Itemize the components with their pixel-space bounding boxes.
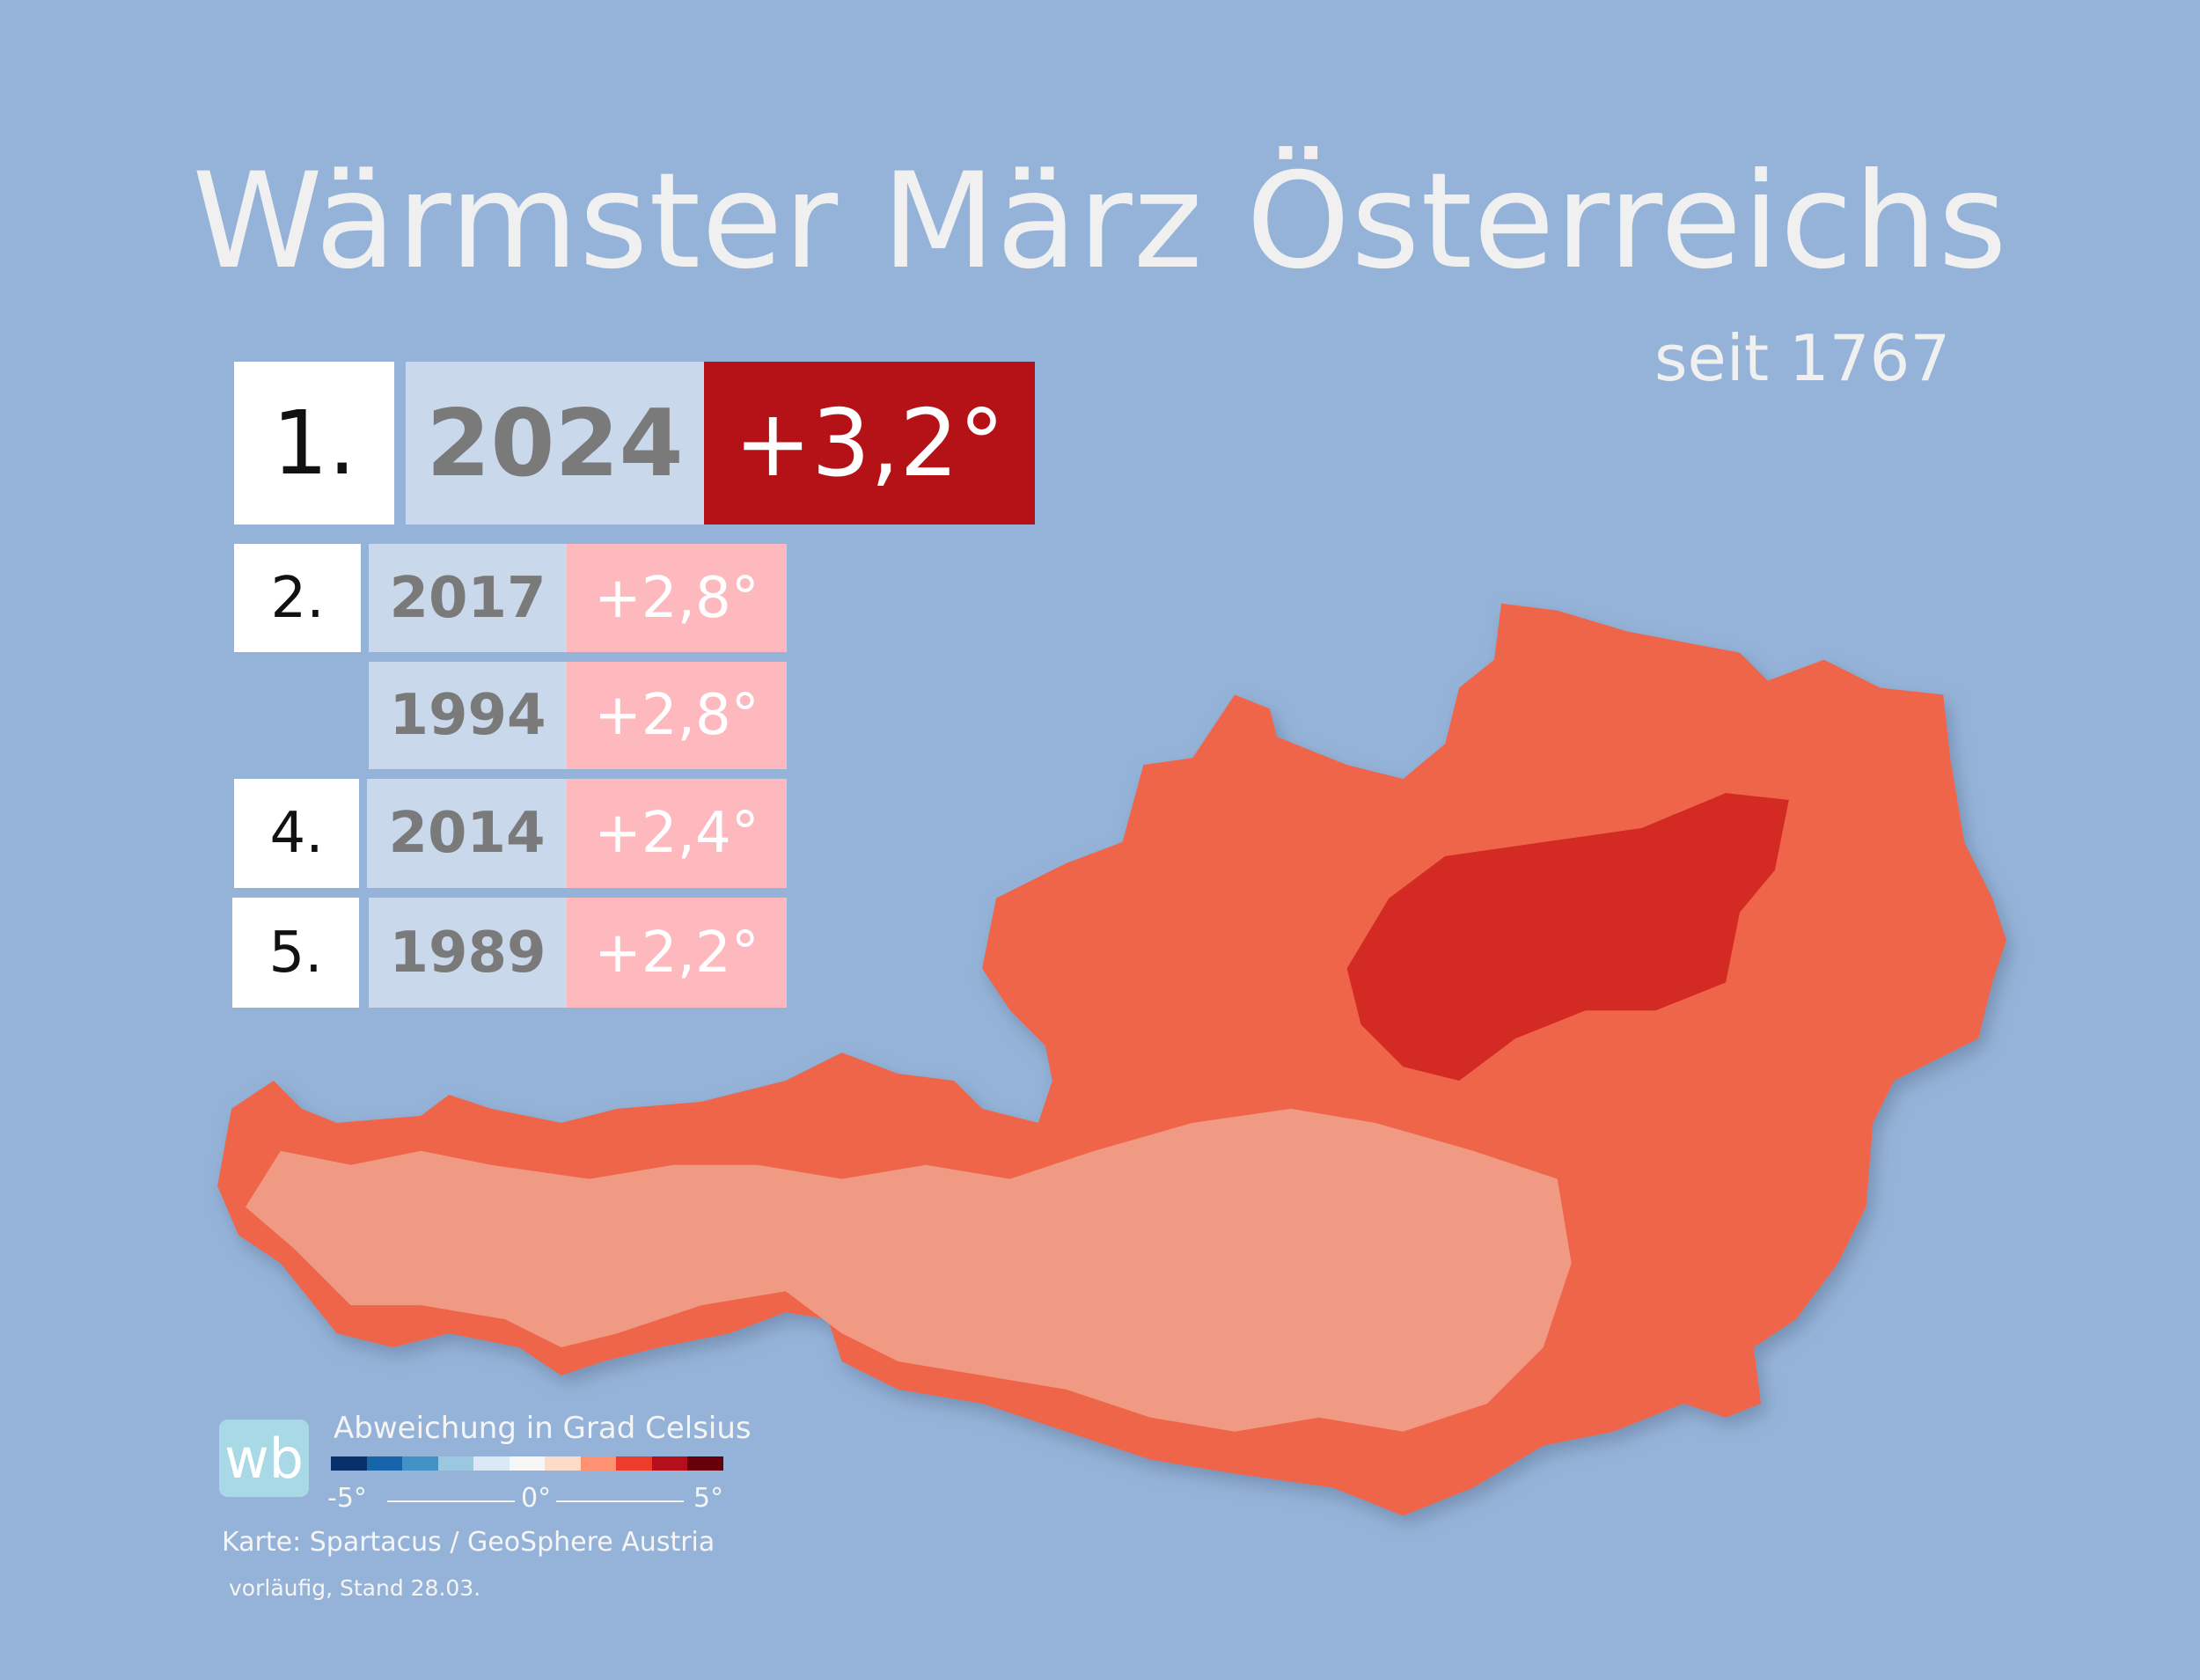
anomaly-cell: +2,4°: [567, 779, 787, 888]
colorbar-swatch: [616, 1456, 652, 1471]
anomaly-cell: +2,8°: [567, 544, 787, 652]
year-cell: 1989: [369, 898, 567, 1008]
year-cell: 2014: [367, 779, 567, 888]
map-source: Karte: Spartacus / GeoSphere Austria: [222, 1527, 715, 1558]
year-cell: 2017: [369, 544, 567, 652]
subtitle: seit 1767: [1654, 321, 1951, 395]
legend-line: [556, 1500, 684, 1502]
colorbar-swatch: [509, 1456, 546, 1471]
colorbar-swatch: [687, 1456, 724, 1471]
colorbar-swatch: [366, 1456, 403, 1471]
hottest-region: [1346, 793, 1789, 1082]
rank-cell: 4.: [234, 779, 359, 888]
rank-cell: 5.: [232, 898, 359, 1008]
legend-max-label: 5°: [693, 1483, 724, 1514]
page-title: Wärmster März Österreichs: [192, 145, 2008, 298]
rank-cell: 2.: [234, 544, 361, 652]
colorbar-swatch: [580, 1456, 617, 1471]
rank-cell: 1.: [234, 362, 394, 525]
colorbar-swatch: [331, 1456, 367, 1471]
anomaly-cell: +2,2°: [567, 898, 787, 1008]
year-cell: 2024: [406, 362, 704, 525]
legend-title: Abweichung in Grad Celsius: [334, 1411, 752, 1446]
legend-colorbar: [331, 1456, 724, 1471]
colorbar-swatch: [437, 1456, 474, 1471]
data-status: vorläufig, Stand 28.03.: [229, 1575, 481, 1601]
colorbar-swatch: [402, 1456, 438, 1471]
legend-line: [387, 1500, 515, 1502]
alpine-cooler-region: [246, 1108, 1572, 1432]
anomaly-cell: +2,8°: [567, 662, 787, 769]
colorbar-swatch: [651, 1456, 688, 1471]
anomaly-cell: +3,2°: [704, 362, 1035, 525]
legend-mid-label: 0°: [521, 1483, 552, 1514]
legend-min-label: -5°: [327, 1483, 367, 1514]
year-cell: 1994: [369, 662, 567, 769]
colorbar-swatch: [473, 1456, 510, 1471]
wb-logo: wb: [219, 1420, 309, 1497]
colorbar-swatch: [545, 1456, 581, 1471]
